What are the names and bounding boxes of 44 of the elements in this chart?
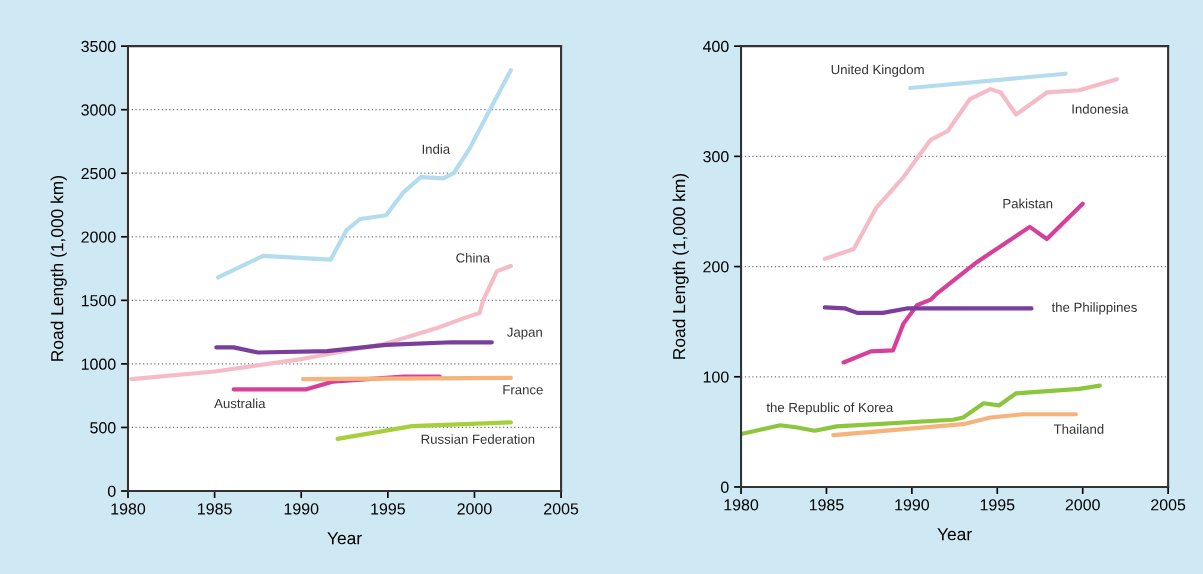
series-label: United Kingdom: [831, 64, 924, 77]
line-series: [214, 340, 494, 355]
x-tick-label: 1985: [809, 499, 844, 511]
y-tick-label: 400: [702, 40, 729, 53]
y-tick-label: 3500: [81, 40, 116, 53]
x-tick-label: 1980: [724, 499, 759, 511]
series-label: Indonesia: [1072, 104, 1129, 114]
x-tick-label: 1980: [111, 503, 146, 515]
series-label: Russian Federation: [421, 434, 535, 444]
x-axis-title: Year: [327, 532, 362, 545]
series-label: Thailand: [1053, 424, 1104, 434]
y-tick-label: 100: [703, 371, 729, 383]
y-tick-label: 0: [720, 481, 729, 493]
series-label: Japan: [507, 327, 542, 340]
y-tick-label: 1000: [81, 358, 116, 370]
y-tick-label: 2000: [81, 231, 116, 243]
line-series: [215, 68, 513, 280]
x-tick-label: 1985: [198, 503, 232, 515]
x-tick-label: 2000: [1065, 499, 1100, 511]
x-tick-label: 2000: [457, 503, 492, 515]
series-label: France: [503, 385, 543, 395]
y-axis-title: Road Length (1,000 km): [50, 176, 67, 361]
series-label: Australia: [214, 398, 266, 409]
line-series: [741, 383, 1102, 437]
y-tick-label: 300: [703, 150, 729, 163]
y-tick-label: 3000: [81, 104, 116, 116]
y-axis-title: Road Length (1,000 km): [672, 174, 689, 359]
x-tick-label: 2005: [544, 503, 579, 515]
x-tick-label: 1990: [284, 503, 319, 515]
series-label: India: [422, 144, 451, 154]
y-tick-label: 0: [107, 485, 116, 497]
x-tick-label: 1990: [895, 499, 930, 511]
series-label: China: [456, 252, 491, 263]
series-label: Pakistan: [1003, 198, 1053, 209]
series-label: the Republic of Korea: [766, 402, 894, 415]
y-tick-label: 2500: [81, 167, 116, 180]
x-tick-label: 2005: [1151, 499, 1186, 511]
y-tick-label: 1500: [81, 294, 116, 307]
y-tick-label: 500: [90, 422, 116, 434]
x-axis-title: Year: [937, 528, 972, 541]
x-tick-label: 1995: [371, 503, 405, 515]
y-tick-label: 200: [703, 261, 729, 273]
x-tick-label: 1995: [980, 499, 1015, 511]
series-label: the Philippines: [1051, 302, 1137, 315]
